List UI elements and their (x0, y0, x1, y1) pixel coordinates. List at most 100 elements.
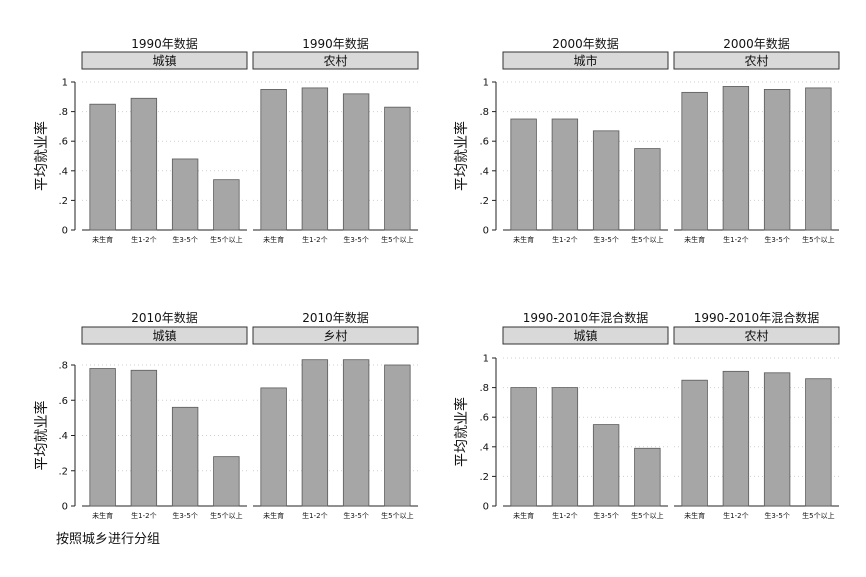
panel-title: 1990-2010年混合数据 (523, 310, 648, 325)
panel-strip (252, 51, 419, 70)
bar (510, 387, 537, 507)
x-tick-label: 生1-2个 (552, 511, 577, 520)
panel-strip-label: 农村 (323, 54, 347, 68)
bar (342, 93, 370, 231)
x-tick-label: 生3-5个 (172, 235, 197, 244)
panel-strip-label: 城镇 (152, 54, 176, 68)
bar (301, 359, 329, 507)
y-tick-label: .6 (479, 413, 489, 424)
x-tick-label: 生1-2个 (131, 235, 156, 244)
panel-strip-label: 乡村 (323, 329, 347, 343)
panel-title: 1990-2010年混合数据 (694, 310, 819, 325)
y-tick-label: .4 (479, 442, 489, 453)
bar (634, 447, 661, 507)
bar (510, 118, 537, 231)
y-axis-label: 平均就业率 (453, 397, 470, 467)
panel-title: 2010年数据 (131, 310, 198, 325)
bar (213, 179, 240, 231)
y-tick-label: .2 (58, 466, 68, 477)
bar (805, 87, 832, 231)
bar (592, 130, 620, 231)
bar (171, 158, 199, 231)
panel-strip-label: 农村 (744, 329, 768, 343)
x-tick-label: 生5个以上 (631, 511, 663, 520)
panel-title: 1990年数据 (131, 36, 198, 51)
bar (681, 379, 708, 507)
x-tick-label: 生3-5个 (764, 511, 789, 520)
y-tick-label: .6 (479, 137, 489, 148)
x-tick-label: 生5个以上 (210, 235, 242, 244)
x-tick-label: 生5个以上 (631, 235, 663, 244)
x-tick-label: 生5个以上 (802, 511, 834, 520)
y-tick-label: 1 (62, 78, 68, 89)
x-tick-label: 生1-2个 (723, 235, 748, 244)
bar (681, 91, 708, 231)
y-tick-label: .8 (58, 361, 68, 372)
x-tick-label: 生1-2个 (302, 511, 327, 520)
bar (89, 103, 116, 231)
x-tick-label: 未生育 (513, 235, 534, 244)
bar (301, 87, 329, 231)
bar (130, 369, 158, 507)
x-tick-label: 生1-2个 (552, 235, 577, 244)
panel-strip (252, 326, 419, 345)
x-tick-label: 生1-2个 (131, 511, 156, 520)
y-tick-label: 0 (62, 226, 68, 237)
panel-title: 2010年数据 (302, 310, 369, 325)
x-tick-label: 生3-5个 (172, 511, 197, 520)
bar (260, 89, 287, 231)
x-tick-label: 生1-2个 (302, 235, 327, 244)
y-axis-label: 平均就业率 (33, 401, 50, 471)
x-tick-label: 未生育 (263, 235, 284, 244)
panel-strip-label: 城镇 (573, 329, 597, 343)
panel-strip-label: 城市 (573, 53, 597, 68)
bar (551, 387, 579, 507)
bar (384, 106, 411, 231)
x-tick-label: 未生育 (684, 511, 705, 520)
bar (130, 97, 158, 231)
bar (384, 364, 411, 507)
panel-strip (673, 326, 840, 345)
y-tick-label: .2 (479, 472, 489, 483)
x-tick-label: 生5个以上 (802, 235, 834, 244)
y-tick-label: 1 (483, 354, 489, 365)
y-tick-label: .8 (58, 107, 68, 118)
y-tick-label: 0 (62, 502, 68, 513)
bar (634, 148, 661, 231)
y-tick-label: 0 (483, 502, 489, 513)
y-tick-label: .4 (58, 166, 68, 177)
x-tick-label: 生5个以上 (381, 235, 413, 244)
y-tick-label: .6 (58, 396, 68, 407)
panel-strip (81, 51, 248, 70)
panel-title: 1990年数据 (302, 36, 369, 51)
bar (342, 359, 370, 507)
y-tick-label: .2 (58, 196, 68, 207)
bar (763, 89, 791, 231)
x-tick-label: 生3-5个 (343, 235, 368, 244)
x-tick-label: 生3-5个 (593, 511, 618, 520)
bar (722, 370, 750, 507)
x-tick-label: 生5个以上 (381, 511, 413, 520)
grouping-note: 按照城乡进行分组 (56, 532, 161, 547)
y-tick-label: 1 (483, 78, 489, 89)
panel-strip (502, 326, 669, 345)
x-tick-label: 未生育 (92, 511, 113, 520)
y-tick-label: 0 (483, 226, 489, 237)
y-tick-label: .4 (58, 431, 68, 442)
bar (592, 424, 620, 507)
panel-strip (673, 51, 840, 70)
panel-strip (502, 51, 669, 70)
x-tick-label: 生1-2个 (723, 511, 748, 520)
y-axis-label: 平均就业率 (33, 121, 50, 191)
